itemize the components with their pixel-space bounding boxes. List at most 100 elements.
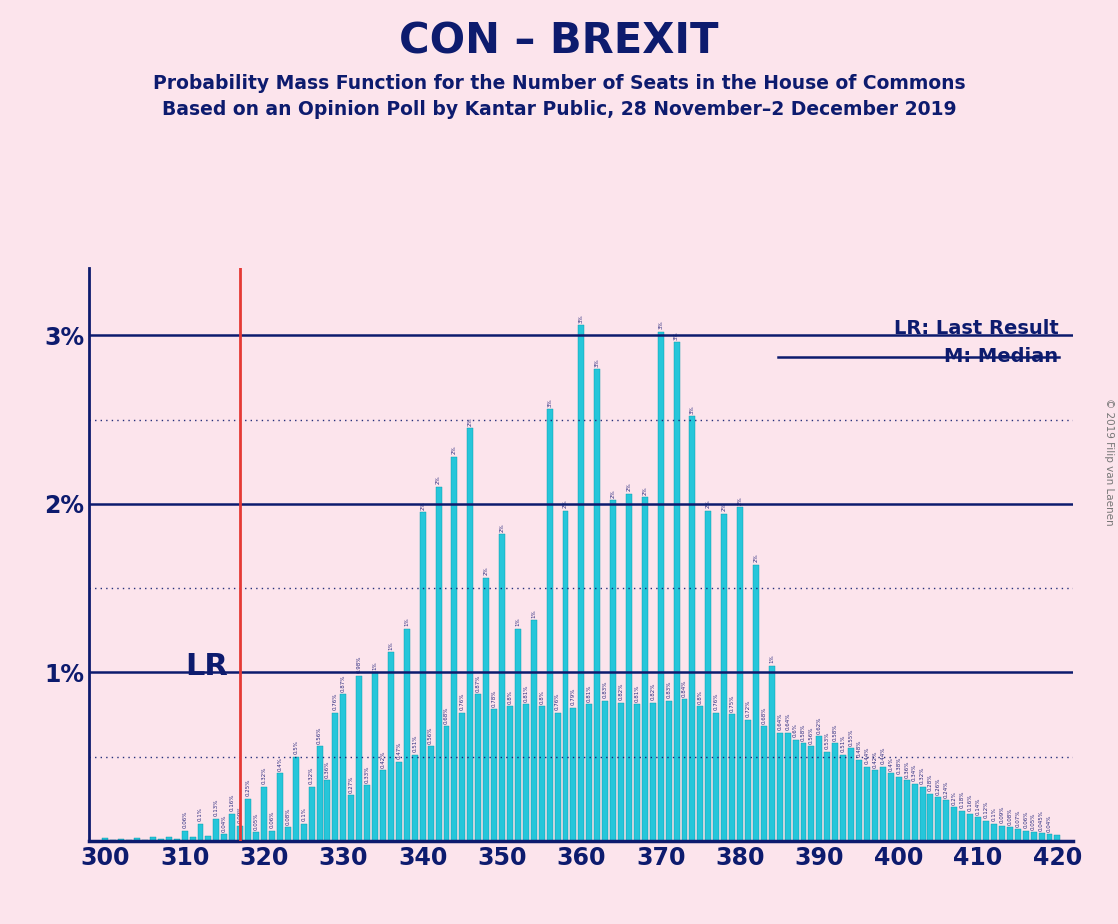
Bar — [332, 712, 339, 841]
Bar — [832, 743, 838, 841]
Bar — [808, 747, 814, 841]
Bar — [570, 708, 577, 841]
Bar — [642, 497, 647, 841]
Bar — [198, 824, 203, 841]
Bar — [253, 833, 259, 841]
Text: 2%: 2% — [610, 490, 616, 498]
Bar — [769, 665, 775, 841]
Text: LR: LR — [186, 651, 228, 681]
Text: 0.76%: 0.76% — [333, 693, 338, 711]
Bar — [309, 787, 314, 841]
Bar — [190, 837, 196, 841]
Text: 0.07%: 0.07% — [1015, 809, 1021, 826]
Text: 0.83%: 0.83% — [666, 681, 671, 699]
Text: 0.53%: 0.53% — [825, 732, 830, 749]
Bar — [944, 800, 949, 841]
Bar — [761, 726, 767, 841]
Bar — [824, 751, 831, 841]
Text: 0.06%: 0.06% — [182, 811, 187, 828]
Bar — [705, 511, 711, 841]
Text: 2%: 2% — [500, 523, 504, 531]
Bar — [673, 342, 680, 841]
Bar — [491, 710, 498, 841]
Text: 1%: 1% — [405, 617, 409, 626]
Bar — [539, 706, 544, 841]
Bar — [285, 827, 291, 841]
Bar — [515, 628, 521, 841]
Text: 0.045%: 0.045% — [1039, 809, 1044, 831]
Bar — [301, 824, 306, 841]
Bar — [793, 740, 798, 841]
Text: 0.32%: 0.32% — [262, 767, 266, 784]
Text: LR: Last Result: LR: Last Result — [893, 319, 1059, 337]
Bar — [396, 761, 401, 841]
Text: Based on an Opinion Poll by Kantar Public, 28 November–2 December 2019: Based on an Opinion Poll by Kantar Publi… — [162, 100, 956, 118]
Text: 2%: 2% — [452, 445, 457, 454]
Bar — [134, 838, 140, 841]
Text: 0.84%: 0.84% — [682, 679, 686, 697]
Text: Probability Mass Function for the Number of Seats in the House of Commons: Probability Mass Function for the Number… — [153, 74, 965, 92]
Bar — [419, 512, 426, 841]
Bar — [737, 507, 743, 841]
Text: 3%: 3% — [579, 314, 584, 322]
Bar — [340, 694, 347, 841]
Text: 3%: 3% — [547, 398, 552, 407]
Bar — [523, 704, 529, 841]
Text: 0.08%: 0.08% — [1007, 808, 1012, 825]
Bar — [872, 770, 878, 841]
Bar — [745, 720, 751, 841]
Bar — [103, 838, 108, 841]
Bar — [959, 810, 965, 841]
Text: 2%: 2% — [436, 476, 440, 484]
Text: 0.2%: 0.2% — [951, 791, 957, 805]
Bar — [919, 787, 926, 841]
Bar — [682, 699, 688, 841]
Bar — [816, 736, 823, 841]
Bar — [1039, 833, 1044, 841]
Bar — [411, 755, 418, 841]
Bar — [991, 824, 997, 841]
Text: 0.47%: 0.47% — [397, 742, 401, 760]
Text: 3%: 3% — [659, 321, 663, 330]
Text: 3%: 3% — [595, 358, 599, 367]
Bar — [158, 839, 164, 841]
Bar — [800, 743, 806, 841]
Text: 0.87%: 0.87% — [341, 675, 345, 692]
Bar — [380, 770, 386, 841]
Text: 0.34%: 0.34% — [912, 763, 917, 781]
Bar — [880, 767, 885, 841]
Bar — [1031, 833, 1036, 841]
Bar — [260, 787, 267, 841]
Text: 0.1%: 0.1% — [301, 808, 306, 821]
Text: 2%: 2% — [705, 500, 711, 508]
Bar — [975, 817, 980, 841]
Bar — [1023, 831, 1029, 841]
Bar — [119, 839, 124, 841]
Bar — [777, 733, 783, 841]
Text: 0.98%: 0.98% — [357, 656, 362, 674]
Text: 0.81%: 0.81% — [634, 685, 639, 702]
Text: 0.56%: 0.56% — [809, 726, 814, 744]
Text: 0.44%: 0.44% — [864, 747, 870, 764]
Text: 1%: 1% — [388, 641, 394, 650]
Bar — [856, 760, 862, 841]
Text: 0.1%: 0.1% — [992, 808, 996, 821]
Bar — [404, 628, 410, 841]
Bar — [983, 821, 989, 841]
Text: 0.83%: 0.83% — [603, 681, 608, 699]
Bar — [595, 369, 600, 841]
Text: 0.76%: 0.76% — [713, 693, 719, 711]
Text: 0.78%: 0.78% — [492, 689, 496, 707]
Text: 0.56%: 0.56% — [318, 726, 322, 744]
Text: 2%: 2% — [643, 486, 647, 494]
Bar — [967, 814, 973, 841]
Bar — [277, 773, 283, 841]
Text: 0.26%: 0.26% — [936, 777, 941, 795]
Bar — [547, 409, 552, 841]
Text: 0.76%: 0.76% — [555, 693, 560, 711]
Text: 0.87%: 0.87% — [476, 675, 481, 692]
Text: 0.8%: 0.8% — [539, 689, 544, 703]
Bar — [475, 694, 481, 841]
Text: 0.68%: 0.68% — [444, 706, 449, 723]
Bar — [1046, 834, 1052, 841]
